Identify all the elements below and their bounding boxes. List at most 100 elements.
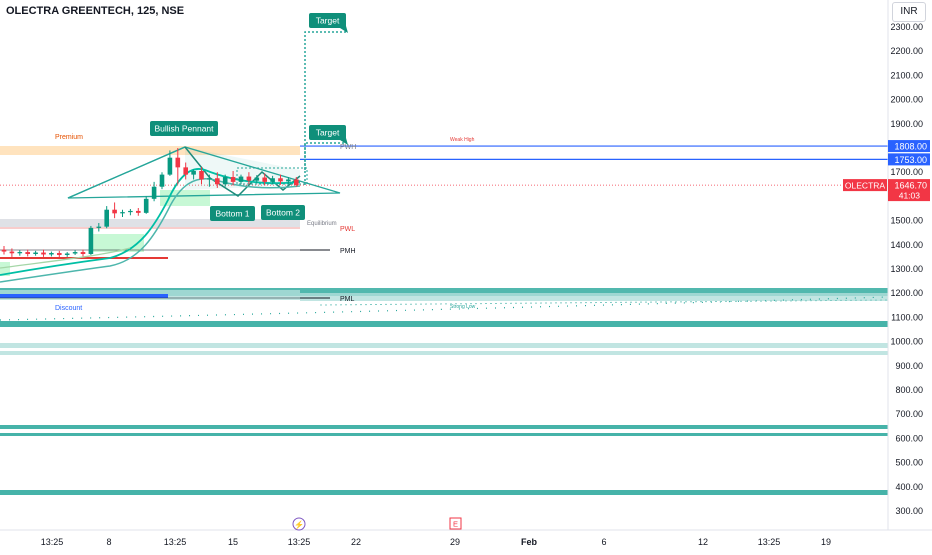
premium-label: Premium (55, 134, 83, 141)
candle-body (151, 186, 157, 199)
candle-body (222, 177, 228, 185)
bottom-2-label-box (261, 205, 305, 220)
pwl-label: PWL (340, 226, 355, 233)
symbol-title: OLECTRA GREENTECH, 125, NSE (6, 5, 185, 17)
x-tick-label: 13:25 (41, 537, 64, 547)
demand-band-7 (0, 433, 888, 436)
level-badge-0 (888, 140, 930, 153)
candle-body (80, 252, 86, 254)
bottom-1-label-box (210, 206, 255, 221)
weak-high-label: Weak High (450, 137, 475, 143)
candle-body (120, 212, 125, 214)
x-tick-label: 19 (821, 537, 831, 547)
y-tick-label: 1200.00 (890, 288, 923, 298)
candle-body (1, 249, 7, 252)
bottom-1-label: Bottom 1 (210, 206, 255, 221)
bullish-pennant-label-box (150, 121, 218, 136)
target-upper-projection (304, 31, 347, 185)
target-lower-label-box (309, 125, 346, 140)
candle-body (199, 170, 204, 180)
last-price-badge (888, 179, 930, 202)
candle-body (49, 253, 54, 255)
equilibrium-label: Equilibrium (307, 221, 337, 227)
bullish-pennant-label-text: Bullish Pennant (154, 124, 214, 134)
level-badge-1 (888, 153, 930, 166)
symbol-badge (843, 179, 887, 192)
earnings-icon[interactable]: E (449, 517, 462, 530)
candle-body (57, 253, 62, 255)
x-tick-label: 13:25 (288, 537, 311, 547)
candle-body (207, 178, 212, 180)
x-tick-label: 29 (450, 537, 460, 547)
x-tick-label: 12 (698, 537, 708, 547)
target-upper-label-text: Target (316, 16, 340, 26)
order-block-mid (92, 234, 144, 252)
discount-label: Discount (55, 305, 82, 312)
candle-body (64, 253, 70, 255)
y-tick-label: 800.00 (895, 385, 923, 395)
candle-body (270, 178, 275, 182)
candle-body (88, 227, 94, 254)
x-tick-label: 13:25 (164, 537, 187, 547)
y-tick-label: 700.00 (895, 409, 923, 419)
candle-body (72, 252, 78, 254)
target-lower-label-notch (340, 138, 348, 145)
y-tick-label: 1500.00 (890, 216, 923, 226)
candle-body (17, 252, 23, 254)
y-tick-label: 2000.00 (890, 95, 923, 105)
ema-fast-line (0, 168, 301, 276)
demand-band-1 (0, 288, 888, 296)
dividend-icon-glyph: ⚡ (294, 520, 304, 530)
candle-body (112, 209, 117, 214)
x-tick-label: 6 (601, 537, 606, 547)
y-tick-label: 400.00 (895, 482, 923, 492)
candle-body (104, 209, 109, 227)
x-tick-label: 8 (106, 537, 111, 547)
target-lower-projection (304, 142, 347, 170)
pennant-box (236, 167, 308, 185)
candle-body (41, 252, 46, 255)
candle-body (33, 252, 38, 254)
candle-body (191, 170, 196, 175)
candle-body (215, 178, 220, 185)
candle-body (246, 176, 252, 181)
candle-body (143, 198, 149, 213)
bottom-2-label-text: Bottom 2 (266, 208, 300, 218)
discount-blue-bar (0, 294, 168, 298)
candle-body (175, 157, 181, 168)
y-tick-label: 300.00 (895, 506, 923, 516)
target-lower-label-text: Target (316, 128, 340, 138)
pml-label: PML (340, 296, 355, 303)
currency-button[interactable]: INR (892, 2, 926, 22)
level-badge-text-0: 1808.00 (894, 142, 927, 152)
target-upper-label-notch (340, 26, 348, 33)
symbol-badge-text: OLECTRA (845, 181, 885, 191)
order-block-left (0, 262, 10, 276)
x-tick-label: 15 (228, 537, 238, 547)
y-tick-label: 900.00 (895, 361, 923, 371)
dividend-icon-circle (292, 517, 306, 531)
candle-body (230, 177, 236, 182)
y-tick-label: 1300.00 (890, 264, 923, 274)
y-tick-label: 500.00 (895, 458, 923, 468)
candle-body (136, 210, 141, 213)
dividend-icon[interactable]: ⚡ (292, 517, 306, 531)
candle-body (183, 167, 188, 175)
y-tick-label: 1100.00 (891, 312, 923, 322)
earnings-icon-glyph: E (453, 520, 458, 529)
price-axis-bg (888, 0, 932, 550)
y-tick-label: 600.00 (895, 433, 923, 443)
target-upper-label-box (309, 13, 346, 28)
candle-body (254, 177, 260, 181)
demand-band-8 (0, 490, 888, 495)
pmh-label: PMH (340, 248, 356, 255)
demand-band-5 (0, 351, 888, 355)
demand-band-2 (300, 293, 888, 301)
x-tick-label: 13:25 (758, 537, 781, 547)
level-badge-text-1: 1753.00 (894, 155, 927, 165)
candle-body (286, 179, 291, 182)
y-tick-label: 1900.00 (890, 119, 923, 129)
candle-body (9, 251, 15, 254)
